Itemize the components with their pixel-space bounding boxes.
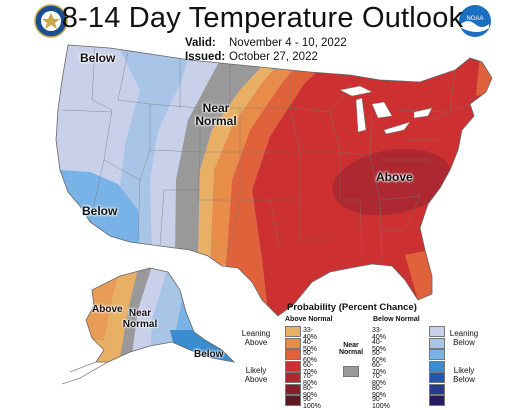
- legend-likely-above: Likely Above: [244, 366, 268, 384]
- commerce-seal-icon: [34, 4, 68, 38]
- alaska-outline: [85, 267, 236, 363]
- issued-date: October 27, 2022: [229, 51, 318, 63]
- legend-below-range-label: 50-60%: [372, 350, 387, 364]
- legend-leaning-below: Leaning Below: [449, 329, 479, 347]
- legend-below-range-label: 70-80%: [372, 373, 387, 387]
- label-east-above: Above: [376, 170, 413, 184]
- legend-below-swatch: [429, 383, 445, 395]
- aleutian-islands: [61, 361, 109, 385]
- legend-above-range-label: 50-60%: [303, 350, 318, 364]
- legend-below-swatch: [429, 349, 445, 360]
- legend-near-swatch: [343, 366, 359, 377]
- great-lakes: [339, 85, 433, 135]
- date-info: Valid: November 4 - 10, 2022 Issued: Octob…: [185, 36, 347, 64]
- legend-above-range-label: 80-90%: [303, 384, 318, 399]
- map-title: 8-14 Day Temperature Outlook: [61, 2, 464, 34]
- legend-above-swatch: [285, 395, 301, 406]
- legend-below-range-label: 33-40%: [372, 327, 387, 341]
- valid-label: Valid:: [185, 37, 216, 49]
- legend-above-swatch: [285, 372, 301, 383]
- legend-likely-below: Likely Below: [453, 366, 475, 384]
- legend-below-swatch: [429, 326, 445, 337]
- legend-above-range-label: 33-40%: [303, 327, 318, 341]
- legend-below-range-label: 40-50%: [372, 338, 387, 353]
- issued-label: Issued:: [185, 51, 226, 63]
- label-alaska-below: Below: [194, 349, 224, 360]
- state-boundaries: [61, 46, 471, 267]
- legend-leaning-above: Leaning Above: [241, 329, 271, 347]
- legend-above-swatch: [285, 383, 301, 395]
- legend-above-swatch: [285, 349, 301, 360]
- label-central-near-normal: Near Normal: [195, 101, 237, 128]
- label-alaska-above: Above: [92, 304, 123, 315]
- legend-below-swatch: [429, 372, 445, 383]
- label-alaska-near-normal: Near Normal: [122, 308, 158, 330]
- probability-legend: Probability (Percent Chance) Above Norma…: [242, 302, 481, 410]
- label-southwest-below: Below: [82, 204, 118, 218]
- legend-above-swatch: [285, 337, 301, 349]
- legend-above-range-label: 70-80%: [303, 373, 318, 387]
- label-northwest-below: Below: [80, 51, 116, 65]
- noaa-logo-icon: NOAA: [459, 5, 491, 37]
- legend-below-swatch: [429, 337, 445, 349]
- legend-near-header: Near Normal: [338, 342, 364, 356]
- legend-above-swatch: [285, 326, 301, 337]
- legend-below-range-label: 60-70%: [372, 361, 387, 376]
- legend-title: Probability (Percent Chance): [287, 302, 417, 313]
- svg-text:NOAA: NOAA: [466, 16, 483, 22]
- legend-below-swatch: [429, 395, 445, 406]
- legend-below-header: Below Normal: [373, 316, 420, 323]
- legend-above-header: Above Normal: [285, 316, 333, 323]
- legend-above-swatch: [285, 360, 301, 372]
- legend-above-range-label: 90-100%: [303, 396, 321, 410]
- legend-above-range-label: 60-70%: [303, 361, 318, 376]
- legend-below-swatch: [429, 360, 445, 372]
- legend-below-range-label: 80-90%: [372, 384, 387, 399]
- legend-above-range-label: 40-50%: [303, 338, 318, 353]
- conus-outline: [55, 44, 493, 317]
- legend-below-range-label: 90-100%: [372, 396, 390, 410]
- valid-dates: November 4 - 10, 2022: [229, 37, 347, 49]
